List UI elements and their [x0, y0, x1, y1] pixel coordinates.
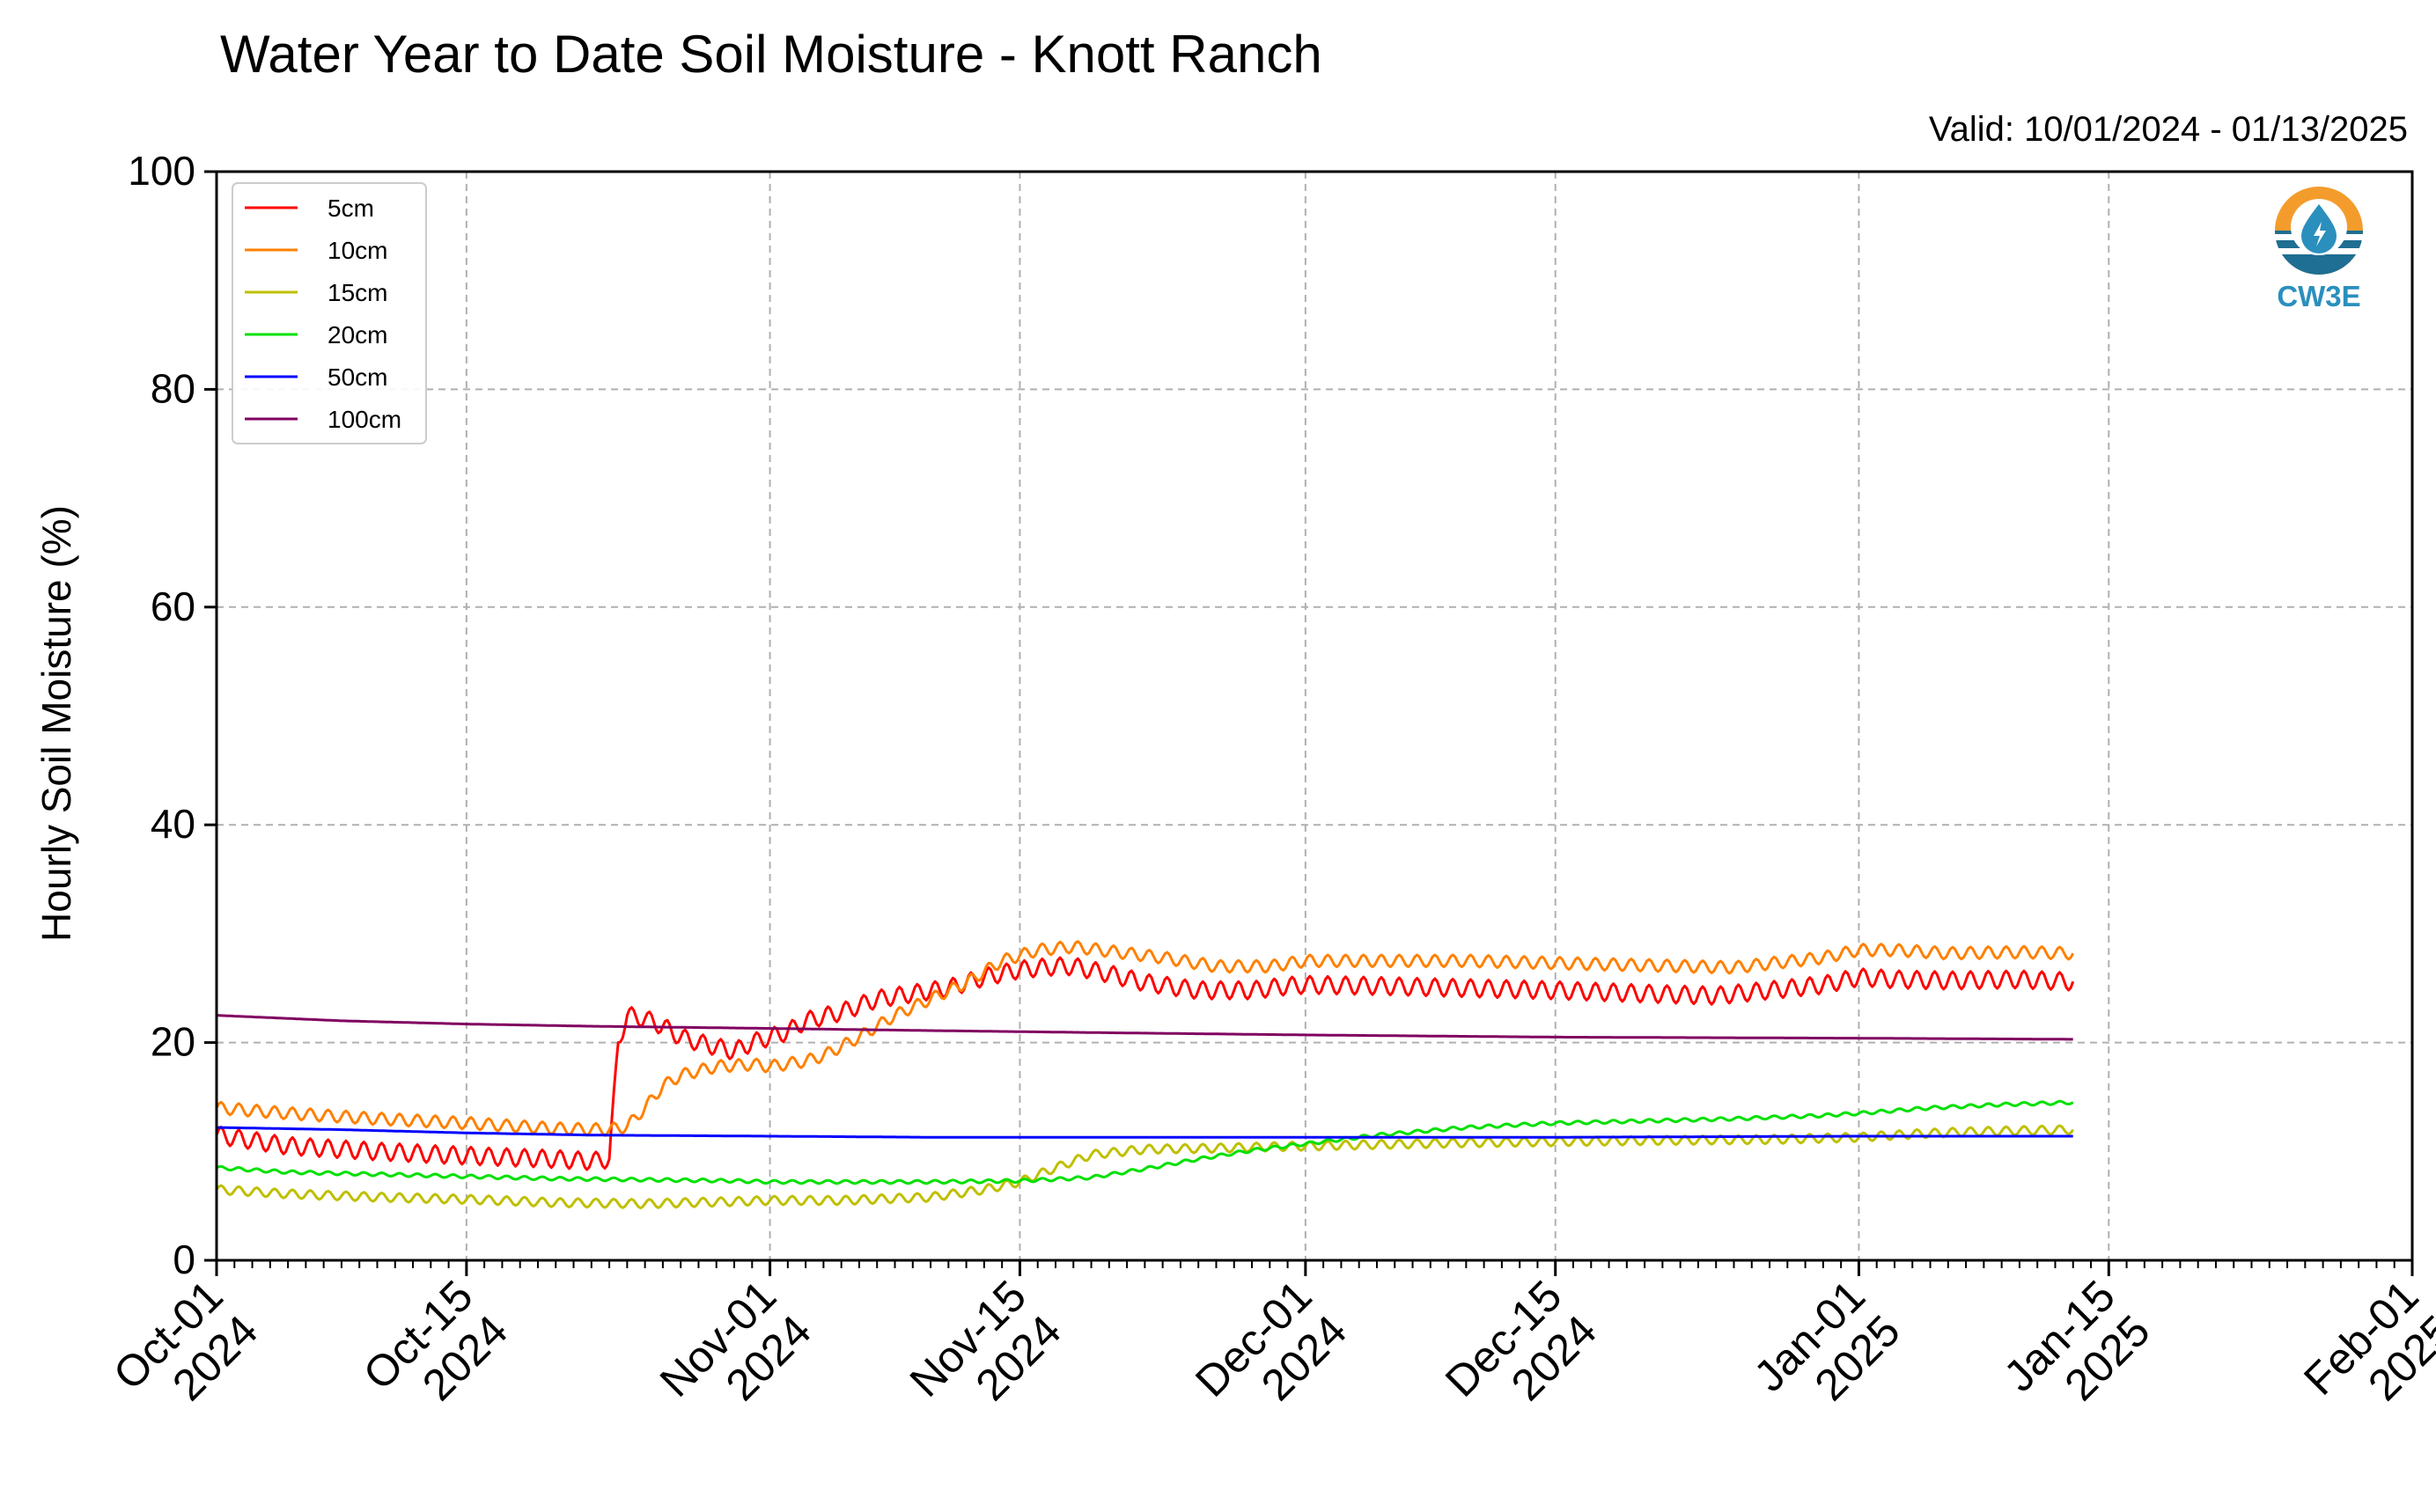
y-tick-label: 60: [151, 584, 195, 629]
legend-label: 15cm: [327, 279, 387, 306]
y-axis-label: Hourly Soil Moisture (%): [33, 505, 79, 942]
chart-valid-range: Valid: 10/01/2024 - 01/13/2025: [1929, 110, 2408, 149]
series-line-5cm: [215, 956, 2075, 1171]
series-line-100cm: [216, 1014, 2073, 1041]
legend: 5cm 10cm 15cm 20cm 50cm 100cm: [232, 182, 427, 444]
legend-label: 100cm: [327, 406, 401, 433]
legend-item: 50cm: [245, 363, 387, 391]
legend-label: 5cm: [327, 195, 374, 222]
cw3e-logo: CW3E: [2275, 187, 2363, 312]
legend-item: 20cm: [245, 321, 387, 349]
y-tick-label: 80: [151, 365, 195, 411]
cw3e-logo-text: CW3E: [2277, 280, 2360, 312]
y-tick-label: 100: [128, 148, 195, 194]
legend-label: 10cm: [327, 237, 387, 264]
grid: [216, 171, 2413, 1261]
y-tick-label: 40: [151, 801, 195, 847]
plot-frame: [215, 170, 2414, 1262]
chart-title: Water Year to Date Soil Moisture - Knott…: [220, 25, 1322, 84]
legend-label: 50cm: [327, 363, 387, 391]
y-tick-label: 0: [173, 1237, 195, 1282]
legend-item: 15cm: [245, 279, 387, 306]
legend-item: 5cm: [245, 195, 374, 222]
plot-series: [215, 940, 2075, 1210]
series-line-50cm: [217, 1126, 2073, 1139]
series-line-15cm: [215, 1124, 2074, 1210]
legend-item: 10cm: [245, 237, 387, 264]
legend-label: 20cm: [327, 321, 387, 349]
legend-box: [232, 182, 427, 444]
legend-item: 100cm: [245, 406, 401, 433]
series-line-10cm: [215, 940, 2075, 1137]
series-line-20cm: [216, 1099, 2074, 1185]
y-tick-label: 20: [151, 1019, 195, 1065]
